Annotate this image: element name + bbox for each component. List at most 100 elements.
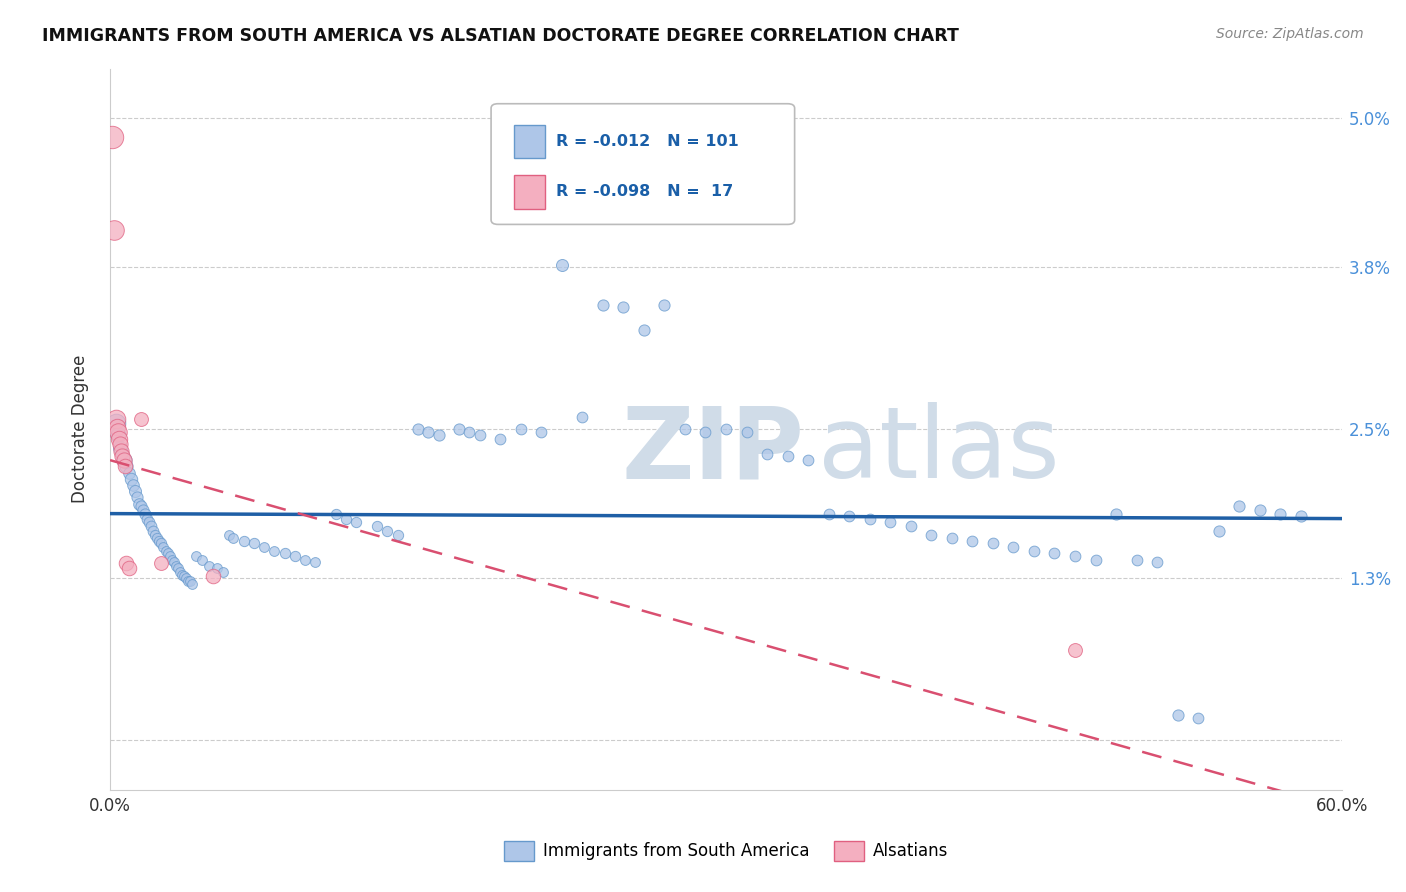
Point — [838, 509, 860, 524]
Point — [107, 425, 129, 439]
Text: Source: ZipAtlas.com: Source: ZipAtlas.com — [1216, 27, 1364, 41]
Point — [695, 425, 717, 439]
Point — [1064, 643, 1087, 657]
Point — [191, 552, 214, 566]
Point — [114, 453, 136, 467]
Point — [714, 422, 737, 436]
Point — [592, 298, 614, 312]
Point — [735, 425, 758, 439]
Point — [776, 450, 799, 464]
Point — [115, 459, 138, 474]
Point — [170, 567, 193, 582]
Point — [879, 516, 901, 530]
Point — [375, 524, 398, 538]
Point — [205, 561, 228, 575]
Point — [797, 453, 820, 467]
Point — [165, 558, 187, 573]
Legend: Immigrants from South America, Alsatians: Immigrants from South America, Alsatians — [498, 834, 955, 868]
Point — [1084, 552, 1107, 566]
Point — [1022, 544, 1045, 558]
Point — [108, 432, 131, 446]
Point — [1146, 555, 1168, 569]
Text: R = -0.012   N = 101: R = -0.012 N = 101 — [555, 134, 738, 149]
Point — [173, 568, 195, 582]
Point — [418, 425, 440, 439]
Point — [304, 555, 326, 569]
Point — [335, 511, 357, 525]
Point — [551, 258, 574, 272]
Point — [530, 425, 553, 439]
Point — [155, 544, 177, 558]
Text: IMMIGRANTS FROM SOUTH AMERICA VS ALSATIAN DOCTORATE DEGREE CORRELATION CHART: IMMIGRANTS FROM SOUTH AMERICA VS ALSATIA… — [42, 27, 959, 45]
Text: R = -0.098   N =  17: R = -0.098 N = 17 — [555, 185, 733, 199]
Point — [1125, 552, 1147, 566]
Point — [152, 540, 174, 554]
Point — [366, 519, 388, 533]
Text: ZIP: ZIP — [621, 402, 804, 500]
Point — [105, 419, 128, 434]
Point — [284, 549, 307, 563]
Point — [294, 552, 316, 566]
Point — [177, 574, 200, 588]
Point — [120, 472, 142, 486]
Point — [129, 499, 152, 513]
Point — [174, 571, 197, 585]
Point — [160, 552, 183, 566]
Point — [134, 507, 156, 521]
Point — [166, 561, 188, 575]
Point — [115, 557, 138, 571]
Point — [253, 540, 276, 554]
Point — [218, 527, 240, 541]
Point — [186, 549, 208, 563]
Point — [1227, 499, 1250, 513]
Point — [654, 298, 676, 312]
Point — [263, 544, 285, 558]
Point — [212, 565, 235, 579]
Point — [756, 447, 779, 461]
Point — [859, 511, 882, 525]
Point — [103, 223, 125, 237]
Point — [449, 422, 471, 436]
Point — [1249, 503, 1271, 517]
Point — [222, 532, 245, 546]
Point — [458, 425, 481, 439]
Point — [427, 428, 450, 442]
Point — [110, 444, 132, 458]
Point — [920, 527, 942, 541]
Point — [1208, 524, 1230, 538]
Point — [612, 300, 634, 314]
Point — [1187, 710, 1209, 724]
Point — [150, 536, 173, 550]
Point — [325, 507, 347, 521]
Point — [273, 546, 295, 560]
Point — [633, 323, 655, 337]
Point — [169, 565, 191, 579]
Point — [941, 532, 963, 546]
Point — [156, 546, 179, 560]
Point — [673, 422, 696, 436]
Point — [121, 478, 143, 492]
Point — [150, 557, 173, 571]
Point — [1289, 509, 1312, 524]
Point — [179, 574, 201, 588]
Point — [124, 484, 146, 499]
Point — [114, 459, 136, 474]
Point — [101, 129, 124, 144]
Point — [571, 409, 593, 424]
Point — [105, 412, 128, 426]
Point — [114, 453, 136, 467]
Point — [143, 527, 166, 541]
Point — [387, 527, 409, 541]
Point — [1043, 546, 1066, 560]
Point — [105, 416, 128, 430]
Point — [163, 555, 186, 569]
Point — [1167, 708, 1189, 723]
Point — [138, 516, 160, 530]
Point — [197, 558, 219, 573]
Point — [232, 533, 254, 548]
Point — [142, 524, 165, 538]
Point — [509, 422, 531, 436]
Point — [1105, 507, 1128, 521]
Point — [110, 441, 132, 455]
Point — [129, 412, 152, 426]
